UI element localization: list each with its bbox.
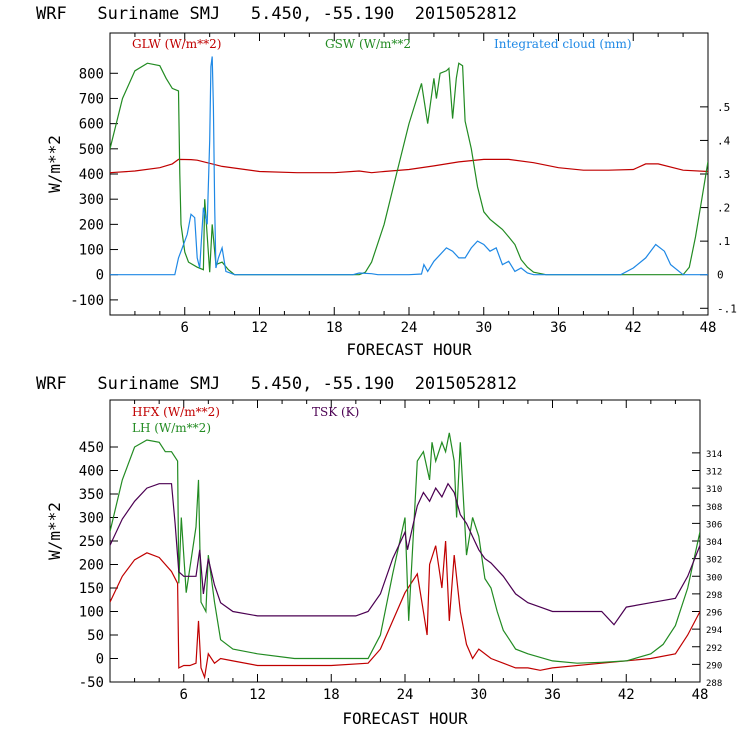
y2-tick-label: 290 [706, 661, 722, 671]
y-tick-label: 800 [79, 66, 104, 82]
y2-tick-label: 300 [706, 573, 722, 583]
x-tick-label: 30 [475, 320, 492, 336]
x-tick-label: 30 [470, 687, 487, 703]
y-tick-label: 150 [79, 581, 104, 597]
x-tick-label: 42 [618, 687, 635, 703]
y-tick-label: 500 [79, 142, 104, 158]
x-tick-label: 24 [397, 687, 414, 703]
y2-tick-label: 306 [706, 520, 722, 530]
y2-tick-label: 298 [706, 591, 722, 601]
y-tick-label: 450 [79, 440, 104, 456]
x-tick-label: 12 [249, 687, 266, 703]
y-tick-label: 300 [79, 192, 104, 208]
legend-integrated: Integrated cloud (mm) [494, 37, 632, 51]
y2-tick-label: .4 [717, 134, 731, 147]
x-tick-label: 18 [326, 320, 343, 336]
y2-tick-label: 310 [706, 485, 722, 495]
series-line-gsw [110, 62, 708, 276]
y2-tick-label: 312 [706, 468, 722, 478]
x-tick-label: 18 [323, 687, 340, 703]
y2-tick-label: -.1 [717, 302, 737, 315]
legend-glw: GLW (W/m**2) [132, 37, 221, 51]
y-tick-label: 200 [79, 558, 104, 574]
chart-panel-2: WRF Suriname SMJ 5.450, -55.190 20150528… [36, 374, 722, 728]
y2-tick-label: 294 [706, 626, 722, 636]
y-axis-label: W/m**2 [45, 135, 64, 193]
x-tick-label: 24 [401, 320, 418, 336]
y2-tick-label: 288 [706, 679, 722, 689]
y-tick-label: 400 [79, 464, 104, 480]
y-tick-label: 300 [79, 511, 104, 527]
y2-tick-label: .5 [717, 101, 730, 114]
y2-tick-label: 304 [706, 538, 722, 548]
y2-tick-label: 296 [706, 609, 722, 619]
plot-frame [109, 399, 701, 683]
y2-tick-label: .2 [717, 202, 730, 215]
plot-frame [109, 32, 709, 316]
x-tick-label: 6 [180, 687, 188, 703]
x-tick-label: 36 [544, 687, 561, 703]
y-tick-label: 400 [79, 167, 104, 183]
x-tick-label: 6 [181, 320, 189, 336]
y2-tick-label: 308 [706, 503, 722, 513]
y2-tick-label: 302 [706, 556, 722, 566]
series-line-lh [110, 432, 700, 664]
x-tick-label: 42 [625, 320, 642, 336]
y2-tick-label: .1 [717, 235, 730, 248]
legend-lh: LH (W/m**2) [132, 421, 211, 435]
series-line-glw [110, 158, 708, 174]
chart-title: WRF Suriname SMJ 5.450, -55.190 20150528… [36, 4, 517, 24]
y-tick-label: 0 [96, 268, 104, 284]
y-tick-label: 600 [79, 117, 104, 133]
x-tick-label: 48 [692, 687, 709, 703]
series-line-tsk [110, 482, 700, 626]
x-tick-label: 12 [251, 320, 268, 336]
x-tick-label: 36 [550, 320, 567, 336]
y-tick-label: 50 [87, 628, 104, 644]
y-tick-label: 700 [79, 91, 104, 107]
y-tick-label: 350 [79, 487, 104, 503]
chart-title: WRF Suriname SMJ 5.450, -55.190 20150528… [36, 374, 517, 394]
x-axis-label: FORECAST HOUR [342, 709, 468, 728]
y-tick-label: 250 [79, 534, 104, 550]
legend-tsk: TSK (K) [312, 405, 359, 419]
y-tick-label: 200 [79, 217, 104, 233]
y-tick-label: -50 [79, 675, 104, 691]
chart-panel-1: WRF Suriname SMJ 5.450, -55.190 20150528… [36, 4, 737, 359]
y2-tick-label: 314 [706, 450, 722, 460]
y-tick-label: 100 [79, 243, 104, 259]
y2-tick-label: 292 [706, 644, 722, 654]
y-tick-label: 100 [79, 605, 104, 621]
y2-tick-label: .3 [717, 168, 730, 181]
legend-gsw: GSW (W/m**2 [325, 37, 411, 51]
legend-hfx: HFX (W/m**2) [132, 405, 220, 419]
x-axis-label: FORECAST HOUR [346, 340, 472, 359]
y2-tick-label: 0 [717, 269, 724, 282]
y-tick-label: 0 [96, 652, 104, 668]
x-tick-label: 48 [700, 320, 717, 336]
y-tick-label: -100 [70, 293, 104, 309]
y-axis-label: W/m**2 [45, 502, 64, 560]
series-line-integrated [110, 56, 708, 276]
